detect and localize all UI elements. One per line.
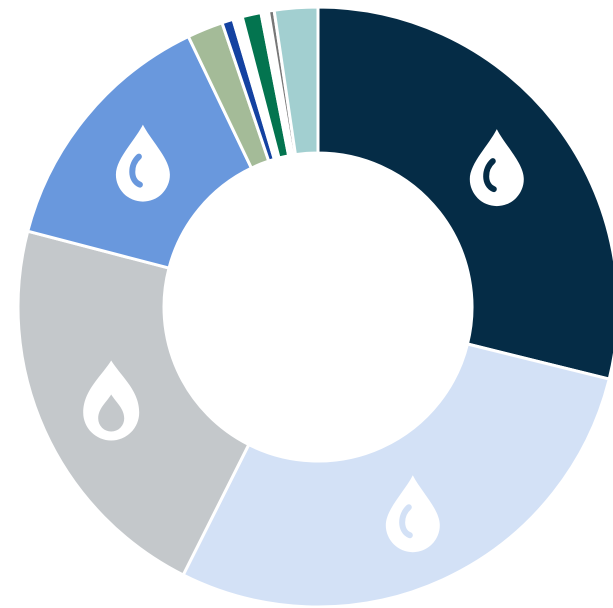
donut-slice-10 [272, 5, 320, 157]
donut-slice-0 [316, 5, 613, 381]
donut-slice-1 [181, 342, 612, 608]
donut-slice-icons [83, 124, 524, 553]
gas-flame-icon-2 [83, 360, 140, 441]
oil-drop-icon-0 [469, 129, 524, 207]
donut-slices [16, 5, 613, 608]
oil-drop-icon-1 [385, 475, 440, 553]
oil-drop-icon-3 [115, 124, 170, 202]
